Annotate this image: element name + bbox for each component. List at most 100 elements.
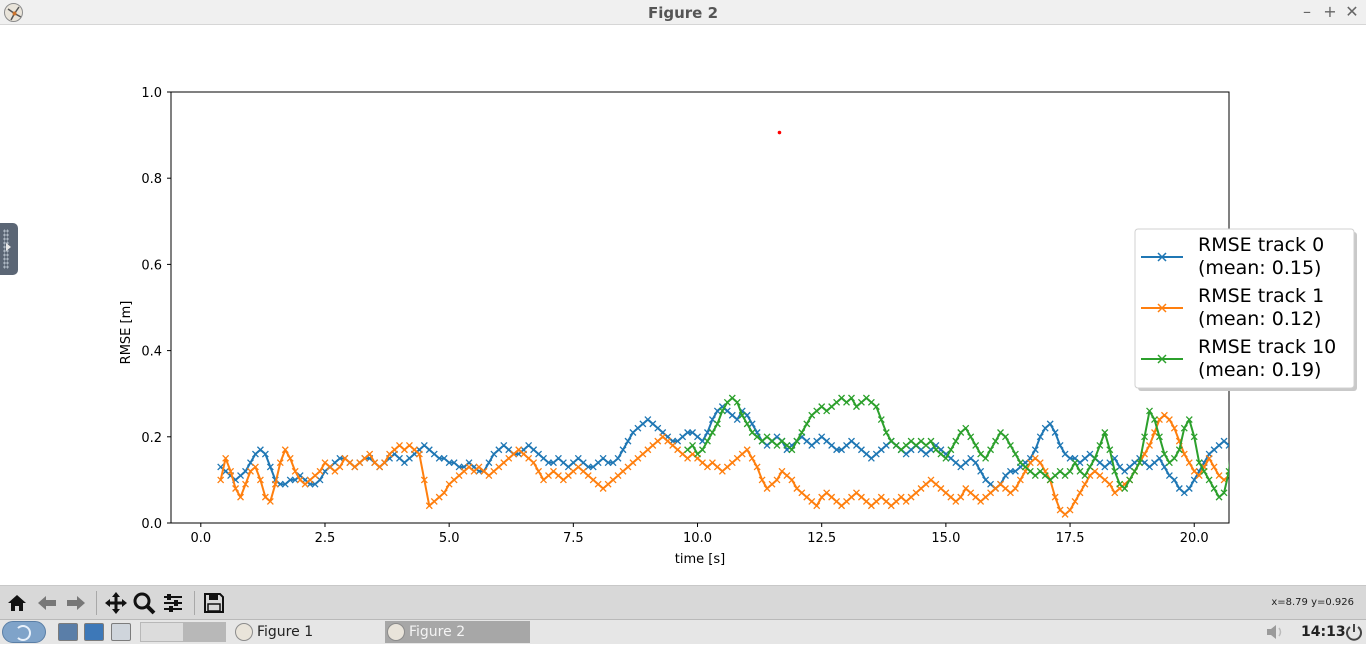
expand-arrow-icon (6, 243, 11, 251)
side-panel-handle[interactable] (0, 223, 18, 275)
volume-icon[interactable] (1265, 624, 1287, 640)
start-menu-button[interactable] (2, 621, 46, 643)
data-point-marker (1325, 451, 1331, 457)
data-point-marker (833, 446, 841, 454)
data-point-marker (1175, 446, 1183, 454)
data-point-marker (535, 467, 543, 475)
data-point-marker (256, 476, 264, 484)
legend-label: RMSE track 1 (1198, 285, 1324, 307)
forward-icon[interactable] (63, 590, 89, 616)
data-point-marker (1170, 476, 1178, 484)
data-point-marker (1121, 485, 1129, 492)
data-point-marker (1345, 473, 1351, 479)
data-point-marker (604, 459, 612, 467)
home-icon[interactable] (4, 590, 30, 616)
data-point-marker (753, 463, 761, 471)
chart-canvas[interactable]: 0.0 2.5 5.0 7.5 10.0 12.5 15.0 17.5 20.0 0.0 0.2 0.… (0, 25, 1366, 585)
data-point-marker (1335, 464, 1341, 470)
data-point-marker (1266, 447, 1272, 453)
data-point-marker (882, 429, 890, 436)
task-label: Figure 1 (257, 624, 314, 640)
data-point-marker (381, 459, 389, 467)
data-point-marker (1350, 477, 1356, 483)
app-icon[interactable] (4, 3, 23, 22)
data-point-marker (1261, 438, 1267, 444)
data-point-marker (1086, 463, 1094, 471)
data-point-marker (1190, 433, 1198, 441)
minimize-button[interactable]: – (1303, 2, 1311, 21)
data-point-marker (957, 493, 965, 501)
data-point-marker (1081, 480, 1089, 488)
start-icon (15, 625, 31, 641)
data-point-marker (286, 476, 294, 484)
data-point-marker (1101, 429, 1109, 436)
data-point-marker (1106, 446, 1114, 454)
file-manager-icon[interactable] (58, 623, 78, 641)
data-point-marker (266, 497, 274, 505)
terminal-icon[interactable] (111, 623, 131, 641)
data-point-marker (733, 398, 741, 406)
x-tick-label: 2.5 (315, 531, 336, 546)
data-point-marker (1220, 489, 1228, 497)
data-point-marker (1205, 454, 1213, 462)
data-point-marker (962, 424, 970, 432)
pan-icon[interactable] (103, 590, 129, 616)
save-icon[interactable] (201, 590, 227, 616)
data-point-marker (793, 437, 801, 445)
data-point-marker (1156, 433, 1163, 441)
zoom-icon[interactable] (131, 590, 157, 616)
browser-icon[interactable] (84, 623, 104, 641)
data-point-marker (1141, 433, 1149, 441)
maximize-button[interactable]: + (1323, 2, 1337, 21)
data-point-marker (1016, 476, 1024, 484)
data-point-marker (1286, 473, 1292, 479)
data-point-marker (1325, 481, 1331, 487)
data-point-marker (281, 446, 289, 454)
data-point-marker (1301, 486, 1307, 492)
data-point-marker (1315, 494, 1321, 500)
workspace-1[interactable] (141, 623, 183, 641)
x-tick-label: 7.5 (563, 531, 584, 546)
configure-subplots-icon[interactable] (160, 590, 186, 616)
data-point-marker (1096, 441, 1104, 449)
data-point-marker (1291, 477, 1297, 483)
data-point-marker (261, 450, 269, 458)
data-point-marker (1310, 477, 1316, 483)
data-point-marker (982, 454, 990, 462)
close-button[interactable]: ✕ (1345, 2, 1359, 21)
data-point-marker (1256, 464, 1262, 470)
data-point-marker (699, 446, 706, 454)
data-point-marker (684, 429, 692, 436)
data-point-marker (222, 454, 230, 462)
y-tick-label: 0.4 (141, 345, 162, 360)
data-point-marker (1291, 486, 1297, 492)
data-point-marker (1271, 455, 1277, 461)
data-point-marker (1340, 468, 1346, 474)
legend-swatch-marker (1157, 354, 1167, 364)
power-icon[interactable] (1344, 622, 1364, 642)
data-point-marker (703, 429, 711, 436)
data-point-marker (232, 485, 240, 492)
data-point-marker (1046, 420, 1054, 428)
workspace-pager[interactable] (140, 622, 226, 642)
data-point-marker (1296, 481, 1302, 487)
data-point-marker (619, 446, 627, 454)
data-point-marker (1330, 486, 1336, 492)
data-point-marker (1360, 464, 1366, 470)
back-icon[interactable] (34, 590, 60, 616)
data-point-marker (1131, 467, 1139, 475)
data-point-marker (1006, 467, 1014, 475)
task-figure-2[interactable]: Figure 2 (385, 621, 530, 643)
data-point-marker (1251, 438, 1257, 444)
data-point-marker (1305, 481, 1311, 487)
task-figure-1[interactable]: Figure 1 (233, 621, 383, 643)
x-tick-label: 20.0 (1180, 531, 1209, 546)
data-point-marker (803, 420, 811, 428)
data-point-marker (1251, 460, 1257, 466)
data-point-marker (1011, 450, 1019, 458)
data-point-marker (1315, 468, 1321, 474)
data-point-marker (1081, 472, 1089, 480)
window-title: Figure 2 (647, 4, 719, 22)
data-point-marker (1071, 459, 1079, 467)
data-point-marker (545, 459, 552, 467)
